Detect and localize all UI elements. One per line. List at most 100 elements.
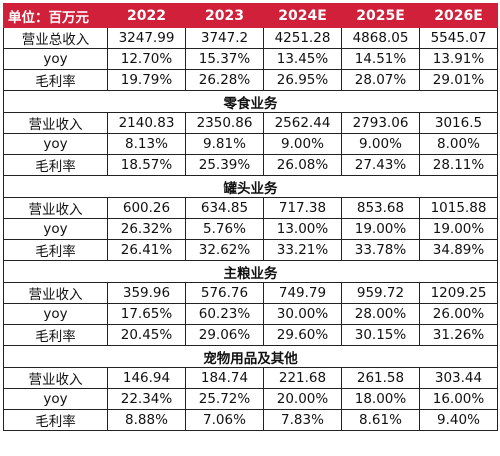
section-title: 主粮业务 [3, 260, 498, 283]
table-cell: 9.00% [263, 133, 342, 155]
table-cell: 8.00% [419, 133, 498, 155]
table-body: 营业总收入 3247.99 3747.2 4251.28 4868.05 5545.07 y… [3, 27, 498, 431]
table-cell: 28.07% [341, 69, 420, 91]
table-row: 营业收入 600.26 634.85 717.38 853.68 1015.88 [3, 197, 498, 219]
table-row: 营业收入 2140.83 2350.86 2562.44 2793.06 3016.5 [3, 112, 498, 134]
table-cell: 22.34% [107, 388, 186, 410]
table-cell: 9.00% [341, 133, 420, 155]
row-label: 营业收入 [3, 197, 108, 219]
table-cell: 29.60% [263, 324, 342, 346]
financial-forecast-table: 单位：百万元 2022 2023 2024E 2025E 2026E 营业总收入… [3, 3, 498, 431]
table-cell: 26.00% [419, 303, 498, 325]
section-title: 罐头业务 [3, 175, 498, 198]
table-cell: 634.85 [185, 197, 264, 219]
table-cell: 15.37% [185, 48, 264, 70]
table-cell: 26.32% [107, 218, 186, 240]
table-cell: 5545.07 [419, 27, 498, 49]
table-cell: 146.94 [107, 367, 186, 389]
table-cell: 959.72 [341, 282, 420, 304]
table-cell: 33.21% [263, 239, 342, 261]
table-row: 毛利率 19.79% 26.28% 26.95% 28.07% 29.01% [3, 69, 498, 91]
table-cell: 221.68 [263, 367, 342, 389]
table-cell: 28.11% [419, 154, 498, 176]
table-row: 毛利率 20.45% 29.06% 29.60% 30.15% 31.26% [3, 324, 498, 346]
table-cell: 19.00% [419, 218, 498, 240]
table-cell: 3016.5 [419, 112, 498, 134]
table-cell: 184.74 [185, 367, 264, 389]
table-cell: 600.26 [107, 197, 186, 219]
table-cell: 2562.44 [263, 112, 342, 134]
section-header-row: 零食业务 [3, 90, 498, 113]
table-cell: 853.68 [341, 197, 420, 219]
table-row: yoy 8.13% 9.81% 9.00% 9.00% 8.00% [3, 133, 498, 155]
table-cell: 30.00% [263, 303, 342, 325]
section-title: 零食业务 [3, 90, 498, 113]
row-label: yoy [3, 48, 108, 70]
section-title: 宠物用品及其他 [3, 345, 498, 368]
table-row: 营业收入 359.96 576.76 749.79 959.72 1209.25 [3, 282, 498, 304]
table-cell: 29.01% [419, 69, 498, 91]
table-cell: 8.88% [107, 409, 186, 431]
row-label: 毛利率 [3, 239, 108, 261]
table-cell: 9.40% [419, 409, 498, 431]
row-label: 营业收入 [3, 112, 108, 134]
table-row: yoy 17.65% 60.23% 30.00% 28.00% 26.00% [3, 303, 498, 325]
table-cell: 261.58 [341, 367, 420, 389]
header-row: 单位：百万元 2022 2023 2024E 2025E 2026E [3, 3, 498, 28]
table-cell: 19.79% [107, 69, 186, 91]
table-cell: 4251.28 [263, 27, 342, 49]
table-cell: 26.41% [107, 239, 186, 261]
table-row: yoy 26.32% 5.76% 13.00% 19.00% 19.00% [3, 218, 498, 240]
year-header: 2023 [185, 3, 264, 28]
year-header: 2022 [107, 3, 186, 28]
table-cell: 1209.25 [419, 282, 498, 304]
row-label: 毛利率 [3, 154, 108, 176]
table-cell: 60.23% [185, 303, 264, 325]
table-cell: 18.57% [107, 154, 186, 176]
table-header: 单位：百万元 2022 2023 2024E 2025E 2026E [3, 3, 498, 28]
table-cell: 20.45% [107, 324, 186, 346]
table-cell: 31.26% [419, 324, 498, 346]
table-cell: 18.00% [341, 388, 420, 410]
year-header: 2026E [419, 3, 498, 28]
table-cell: 2140.83 [107, 112, 186, 134]
table-cell: 2793.06 [341, 112, 420, 134]
row-label: 毛利率 [3, 69, 108, 91]
table-cell: 749.79 [263, 282, 342, 304]
unit-label: 单位：百万元 [3, 3, 108, 28]
table-cell: 4868.05 [341, 27, 420, 49]
table-cell: 25.72% [185, 388, 264, 410]
table-cell: 32.62% [185, 239, 264, 261]
table-cell: 303.44 [419, 367, 498, 389]
table-cell: 30.15% [341, 324, 420, 346]
table-row: 营业总收入 3247.99 3747.2 4251.28 4868.05 5545.07 [3, 27, 498, 49]
table-cell: 7.06% [185, 409, 264, 431]
row-label: yoy [3, 388, 108, 410]
row-label: 营业收入 [3, 367, 108, 389]
table-cell: 34.89% [419, 239, 498, 261]
table-cell: 9.81% [185, 133, 264, 155]
table-cell: 20.00% [263, 388, 342, 410]
table-cell: 13.00% [263, 218, 342, 240]
table-cell: 7.83% [263, 409, 342, 431]
table-row: yoy 22.34% 25.72% 20.00% 18.00% 16.00% [3, 388, 498, 410]
table-cell: 26.28% [185, 69, 264, 91]
table-cell: 25.39% [185, 154, 264, 176]
table-cell: 26.08% [263, 154, 342, 176]
row-label: yoy [3, 218, 108, 240]
table-cell: 13.45% [263, 48, 342, 70]
table-cell: 28.00% [341, 303, 420, 325]
table-cell: 27.43% [341, 154, 420, 176]
table-cell: 29.06% [185, 324, 264, 346]
table-cell: 2350.86 [185, 112, 264, 134]
row-label: 毛利率 [3, 324, 108, 346]
row-label: 营业收入 [3, 282, 108, 304]
row-label: yoy [3, 133, 108, 155]
row-label: yoy [3, 303, 108, 325]
year-header: 2025E [341, 3, 420, 28]
table-row: yoy 12.70% 15.37% 13.45% 14.51% 13.91% [3, 48, 498, 70]
table-cell: 33.78% [341, 239, 420, 261]
table-cell: 8.61% [341, 409, 420, 431]
table-cell: 359.96 [107, 282, 186, 304]
